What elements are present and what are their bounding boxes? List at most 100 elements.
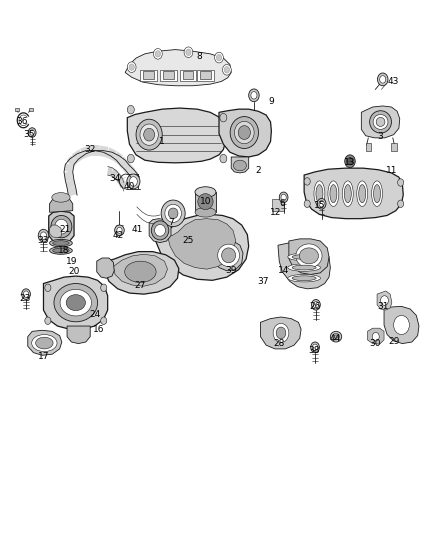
Text: 34: 34 xyxy=(110,174,121,183)
Ellipse shape xyxy=(330,332,342,342)
Ellipse shape xyxy=(328,181,339,206)
Text: 13: 13 xyxy=(344,158,356,167)
Ellipse shape xyxy=(296,244,322,268)
Text: 17: 17 xyxy=(38,352,49,361)
Ellipse shape xyxy=(233,160,247,171)
Text: 8: 8 xyxy=(197,52,202,61)
Polygon shape xyxy=(49,225,62,238)
Text: 30: 30 xyxy=(370,339,381,348)
Text: 6: 6 xyxy=(279,199,285,208)
Polygon shape xyxy=(361,106,400,138)
Circle shape xyxy=(153,49,162,59)
Polygon shape xyxy=(80,146,92,159)
Ellipse shape xyxy=(332,334,339,340)
Polygon shape xyxy=(49,211,74,243)
Polygon shape xyxy=(289,239,329,274)
Ellipse shape xyxy=(344,184,351,203)
Ellipse shape xyxy=(370,111,392,133)
Ellipse shape xyxy=(359,184,366,203)
Polygon shape xyxy=(231,157,249,173)
Circle shape xyxy=(304,200,310,207)
Circle shape xyxy=(155,51,160,57)
Ellipse shape xyxy=(230,117,258,149)
Text: 29: 29 xyxy=(388,337,399,346)
Text: 2: 2 xyxy=(255,166,261,175)
Text: 16: 16 xyxy=(93,325,105,334)
Text: 35: 35 xyxy=(23,130,35,139)
Ellipse shape xyxy=(288,274,321,282)
Bar xyxy=(200,71,211,79)
Ellipse shape xyxy=(127,174,140,189)
Bar xyxy=(183,71,193,79)
Polygon shape xyxy=(119,181,127,189)
Ellipse shape xyxy=(55,219,68,234)
Polygon shape xyxy=(125,50,231,86)
Text: 36: 36 xyxy=(16,117,28,126)
Text: 25: 25 xyxy=(183,237,194,246)
Text: 37: 37 xyxy=(257,277,268,286)
Circle shape xyxy=(45,284,51,292)
Text: 32: 32 xyxy=(85,145,96,154)
Bar xyxy=(195,192,216,212)
Circle shape xyxy=(345,155,355,167)
Circle shape xyxy=(304,177,310,185)
Text: 1: 1 xyxy=(159,137,165,146)
Bar xyxy=(392,143,397,151)
Circle shape xyxy=(129,64,134,70)
Polygon shape xyxy=(367,328,384,344)
Polygon shape xyxy=(153,214,249,280)
Circle shape xyxy=(127,62,136,72)
Ellipse shape xyxy=(234,122,254,144)
Circle shape xyxy=(313,302,318,308)
Ellipse shape xyxy=(292,276,316,280)
Circle shape xyxy=(319,200,324,207)
Ellipse shape xyxy=(168,208,178,219)
Text: 18: 18 xyxy=(58,246,70,255)
Ellipse shape xyxy=(51,215,72,238)
Circle shape xyxy=(220,155,227,163)
Text: 14: 14 xyxy=(278,266,290,275)
Circle shape xyxy=(398,179,404,186)
Polygon shape xyxy=(122,161,132,174)
Circle shape xyxy=(30,130,34,135)
Polygon shape xyxy=(49,195,73,212)
Circle shape xyxy=(378,73,388,86)
Text: 43: 43 xyxy=(388,77,399,86)
Text: 3: 3 xyxy=(378,132,383,141)
Polygon shape xyxy=(67,155,77,168)
Ellipse shape xyxy=(330,184,337,203)
Ellipse shape xyxy=(35,337,53,349)
Bar xyxy=(163,71,173,79)
Polygon shape xyxy=(106,147,117,161)
Ellipse shape xyxy=(292,265,316,270)
Bar xyxy=(366,143,371,151)
Text: 38: 38 xyxy=(308,346,320,355)
Ellipse shape xyxy=(32,335,57,352)
Ellipse shape xyxy=(130,176,138,186)
Polygon shape xyxy=(127,166,136,177)
Polygon shape xyxy=(278,242,330,289)
Bar xyxy=(272,199,285,211)
Ellipse shape xyxy=(314,181,325,206)
Text: 41: 41 xyxy=(131,225,143,234)
Polygon shape xyxy=(215,241,243,271)
Circle shape xyxy=(23,291,28,297)
Ellipse shape xyxy=(117,228,122,233)
Polygon shape xyxy=(67,326,90,344)
Circle shape xyxy=(311,300,320,310)
Circle shape xyxy=(40,232,46,239)
Circle shape xyxy=(372,333,379,341)
Text: 9: 9 xyxy=(268,97,274,106)
Text: 23: 23 xyxy=(19,294,30,303)
Polygon shape xyxy=(67,187,77,196)
Ellipse shape xyxy=(60,289,92,316)
Polygon shape xyxy=(28,330,62,356)
Circle shape xyxy=(216,54,222,61)
Bar xyxy=(197,70,214,82)
Ellipse shape xyxy=(316,184,323,203)
Circle shape xyxy=(38,229,49,242)
Circle shape xyxy=(312,344,318,351)
Ellipse shape xyxy=(136,119,162,150)
Text: 39: 39 xyxy=(226,266,237,275)
Circle shape xyxy=(184,47,193,58)
